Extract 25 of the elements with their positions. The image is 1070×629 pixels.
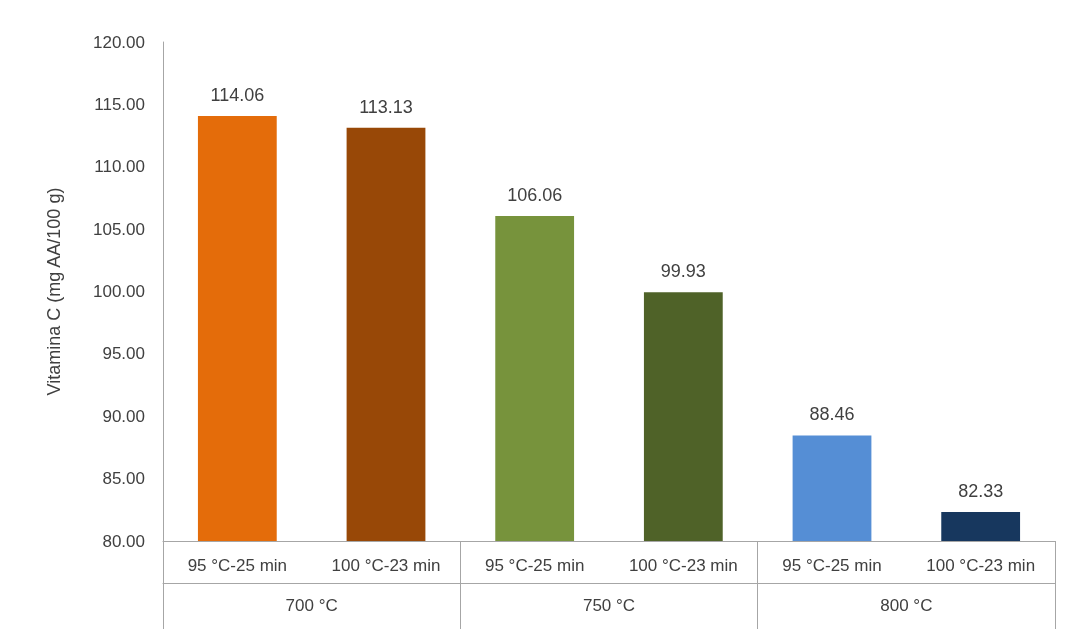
y-tick-label: 90.00 xyxy=(102,406,145,426)
data-label: 99.93 xyxy=(660,261,706,282)
x-tick-label: 100 °C-23 min xyxy=(628,556,738,575)
data-label: 82.33 xyxy=(958,480,1004,501)
text: 750 °C xyxy=(582,596,636,615)
y-tick-label: 95.00 xyxy=(102,344,145,364)
x-tick-label: 100 °C-23 min xyxy=(926,556,1036,575)
x-tick-label: 95 °C-25 min xyxy=(484,556,585,575)
y-axis-title: Vitamina C (mg AA/100 g) xyxy=(44,187,64,396)
y-tick-label: 120.00 xyxy=(93,32,145,52)
y-tick-label: 100.00 xyxy=(93,282,145,301)
y-tick-label: 110.00 xyxy=(94,157,145,177)
text: 800 °C xyxy=(880,596,933,615)
y-tick-label: 80.00 xyxy=(102,531,145,551)
x-tick-label: 95 °C-25 min xyxy=(782,556,882,575)
data-label: 106.06 xyxy=(507,184,563,205)
x-tick-label: 100 °C-23 min xyxy=(331,556,441,575)
data-label: 113.13 xyxy=(359,96,413,117)
y-tick-label: 105.00 xyxy=(93,219,145,239)
data-label: 114.06 xyxy=(210,85,265,106)
text: 700 °C xyxy=(285,596,338,615)
y-tick-label: 85.00 xyxy=(102,469,145,489)
data-label: 88.46 xyxy=(809,404,855,425)
x-tick-label: 95 °C-25 min xyxy=(187,556,288,575)
y-tick-label: 115.00 xyxy=(94,94,145,114)
